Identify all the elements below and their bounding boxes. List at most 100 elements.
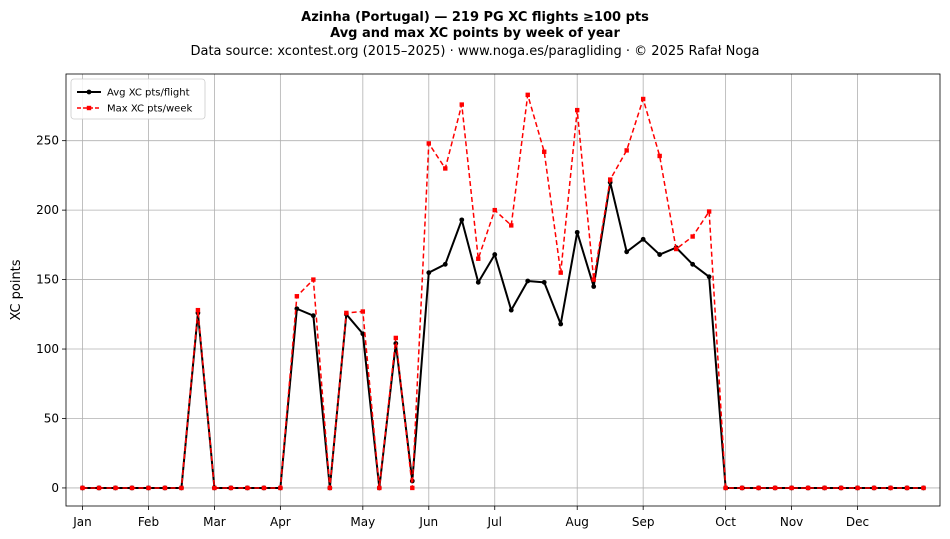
legend-item: Max XC pts/week — [77, 104, 192, 115]
y-axis-label: XC points — [9, 259, 24, 320]
data-point — [344, 310, 349, 316]
y-axis-ticks: 0 50 100 150 200 250 — [36, 134, 66, 495]
data-point — [772, 485, 778, 491]
plot-area-frame — [65, 73, 941, 507]
x-axis-ticks: Jan Feb Mar Apr May Jun Jul Aug Sep Oct Nov Dec — [72, 506, 869, 529]
legend: Avg XC pts/flight Max XC pts/week — [70, 78, 206, 120]
data-point — [640, 96, 646, 102]
x-tick-label: Sep — [632, 515, 655, 529]
data-point — [310, 313, 316, 319]
legend-label: Max XC pts/week — [107, 104, 192, 115]
data-point — [542, 149, 547, 154]
data-point — [855, 485, 860, 491]
data-point — [673, 246, 679, 252]
series-avg — [80, 179, 926, 491]
data-point — [492, 252, 498, 257]
data-point — [261, 485, 267, 491]
legend-box — [70, 78, 206, 120]
data-point — [789, 485, 794, 491]
x-tick-label: Oct — [715, 515, 736, 529]
data-point — [278, 485, 283, 491]
data-point — [805, 485, 811, 491]
data-point — [162, 485, 168, 491]
series-max — [80, 92, 926, 491]
data-point — [113, 485, 118, 491]
data-point — [212, 485, 217, 491]
data-point — [393, 335, 399, 341]
data-point — [228, 485, 234, 491]
series-line — [82, 181, 924, 489]
y-tick-label: 100 — [36, 342, 59, 356]
data-point — [525, 278, 531, 284]
data-point — [311, 277, 316, 282]
data-point — [442, 261, 448, 267]
data-point — [690, 234, 695, 239]
legend-label: Avg XC pts/flight — [107, 88, 190, 99]
data-point — [888, 485, 893, 491]
legend-item: Avg XC pts/flight — [77, 88, 190, 99]
data-point — [129, 485, 135, 491]
chart-subtitle: Avg and max XC points by week of year — [330, 26, 620, 41]
data-point — [80, 485, 85, 491]
data-point — [509, 223, 514, 228]
y-tick-label: 250 — [36, 134, 59, 148]
data-point — [475, 279, 481, 285]
x-tick-label: Jul — [487, 515, 502, 529]
data-point — [591, 277, 596, 282]
chart-source: Data source: xcontest.org (2015–2025) · … — [190, 44, 759, 59]
data-point — [426, 141, 431, 146]
data-point — [756, 485, 761, 491]
data-point — [459, 102, 464, 107]
series — [80, 92, 926, 491]
data-point — [541, 279, 547, 285]
data-point — [508, 307, 514, 313]
x-tick-label: Jun — [418, 515, 438, 529]
data-point — [443, 166, 448, 171]
data-point — [426, 270, 432, 276]
x-tick-label: Aug — [565, 515, 588, 529]
x-tick-label: May — [350, 515, 375, 529]
data-point — [607, 177, 613, 182]
data-point — [690, 261, 696, 267]
legend-marker — [86, 105, 92, 111]
data-point — [558, 321, 564, 327]
data-point — [410, 485, 415, 491]
data-point — [96, 485, 102, 491]
data-point — [179, 485, 184, 491]
grid — [66, 74, 940, 506]
y-tick-label: 200 — [36, 203, 59, 217]
data-point — [195, 307, 201, 313]
y-tick-label: 50 — [44, 411, 59, 425]
legend-marker — [86, 89, 92, 95]
data-point — [459, 217, 465, 223]
data-point — [360, 309, 366, 314]
data-point — [739, 485, 745, 491]
data-point — [146, 485, 151, 491]
data-point — [657, 252, 663, 257]
data-point — [706, 209, 712, 214]
data-point — [640, 236, 646, 242]
data-point — [476, 256, 481, 261]
data-point — [706, 274, 712, 280]
data-point — [723, 485, 728, 491]
y-tick-label: 0 — [51, 481, 59, 495]
x-tick-label: Mar — [203, 515, 226, 529]
x-tick-label: Feb — [138, 515, 159, 529]
data-point — [624, 249, 630, 255]
x-tick-label: Jan — [72, 515, 92, 529]
data-point — [904, 485, 910, 491]
data-point — [871, 485, 877, 491]
data-point — [360, 331, 366, 337]
data-point — [657, 153, 662, 159]
x-tick-label: Dec — [846, 515, 869, 529]
x-tick-label: Nov — [780, 515, 803, 529]
data-point — [525, 92, 530, 98]
data-point — [574, 229, 580, 235]
data-point — [822, 485, 827, 491]
data-point — [624, 148, 629, 153]
y-tick-label: 150 — [36, 273, 59, 287]
series-line — [82, 94, 924, 489]
data-point — [591, 284, 597, 289]
data-point — [294, 294, 300, 299]
